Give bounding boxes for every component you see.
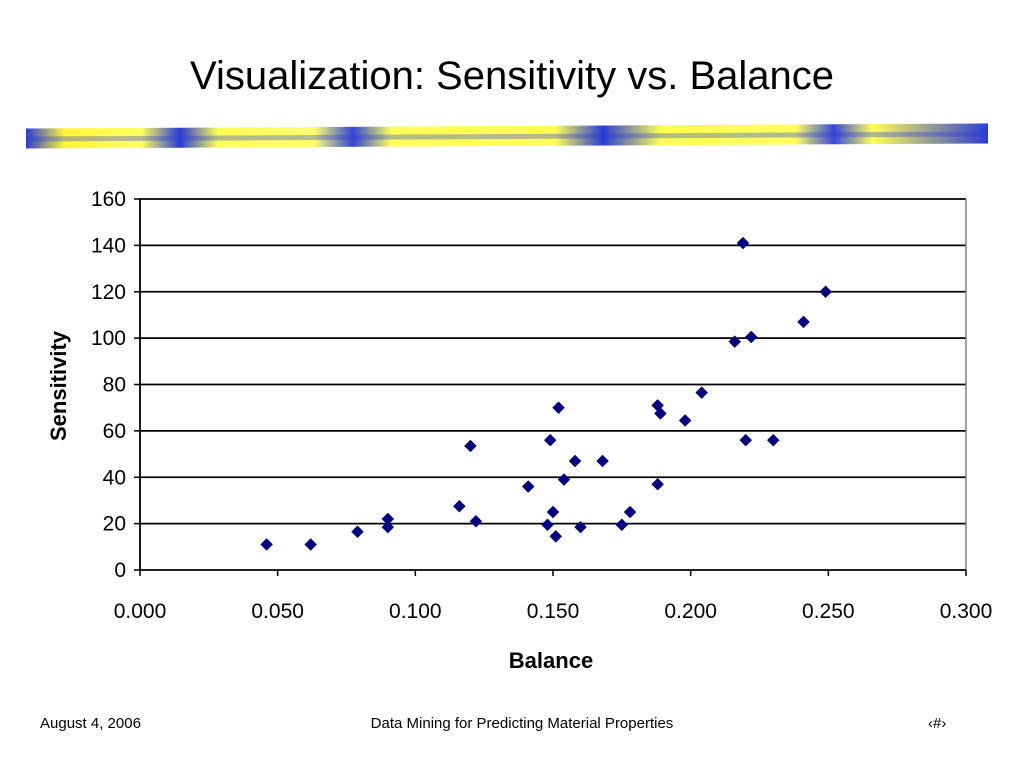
y-tick-label: 60: [103, 420, 126, 443]
y-axis-title: Sensitivity: [46, 330, 71, 441]
data-point: [766, 433, 780, 447]
data-point: [744, 330, 758, 344]
footer-date: August 4, 2006: [40, 715, 141, 732]
y-tick-label: 20: [103, 513, 126, 536]
y-tick-label: 80: [103, 374, 126, 397]
data-point: [351, 525, 364, 539]
x-tick-label: 0.100: [389, 600, 442, 623]
y-tick-label: 40: [103, 466, 126, 489]
data-point: [651, 477, 664, 491]
data-point: [521, 480, 535, 493]
data-point: [546, 505, 560, 519]
data-point: [552, 401, 565, 415]
data-point: [654, 407, 667, 420]
axes: [134, 198, 967, 576]
y-tick-label: 140: [91, 234, 126, 257]
data-point: [549, 530, 563, 543]
data-point: [260, 538, 274, 551]
data-point: [678, 414, 692, 427]
x-tick-label: 0.150: [527, 600, 580, 623]
data-point: [568, 454, 582, 468]
data-point: [728, 335, 742, 348]
x-axis-title: Balance: [509, 648, 593, 673]
data-point: [304, 538, 318, 551]
x-tick-label: 0.250: [802, 600, 855, 623]
data-point: [797, 315, 810, 329]
data-point: [736, 236, 750, 250]
data-point: [543, 433, 557, 447]
data-point: [557, 473, 571, 486]
footer-title: Data Mining for Predicting Material Prop…: [370, 715, 674, 732]
y-tick-label: 120: [91, 281, 126, 304]
x-tick-label: 0.300: [940, 600, 993, 623]
data-points: [260, 236, 832, 551]
data-point: [739, 433, 753, 447]
y-tick-label: 0: [114, 559, 126, 582]
gridlines: [140, 198, 966, 525]
data-point: [574, 520, 587, 534]
x-tick-label: 0.000: [114, 600, 167, 623]
y-tick-label: 160: [91, 188, 126, 211]
data-point: [469, 514, 483, 528]
x-tick-label: 0.050: [251, 600, 304, 623]
tick-labels: 0 20 40 60 80 100 120 140 160 0.000 0.050 0.100 0.15…: [91, 188, 992, 623]
data-point: [695, 386, 709, 399]
data-point: [453, 499, 466, 513]
slide-title: Visualization: Sensitivity vs. Balance: [189, 54, 835, 98]
data-point: [381, 520, 395, 534]
data-point: [819, 285, 832, 299]
data-point: [623, 505, 637, 519]
slide-number: ‹#›: [928, 715, 947, 732]
scatter-chart: 0 20 40 60 80 100 120 140 160 0.000 0.050 0.100 0.15…: [46, 188, 992, 673]
x-tick-label: 0.200: [664, 600, 717, 623]
data-point: [464, 439, 477, 453]
data-point: [615, 518, 629, 532]
data-point: [596, 454, 609, 468]
data-point: [541, 518, 554, 532]
y-tick-label: 100: [91, 327, 126, 350]
